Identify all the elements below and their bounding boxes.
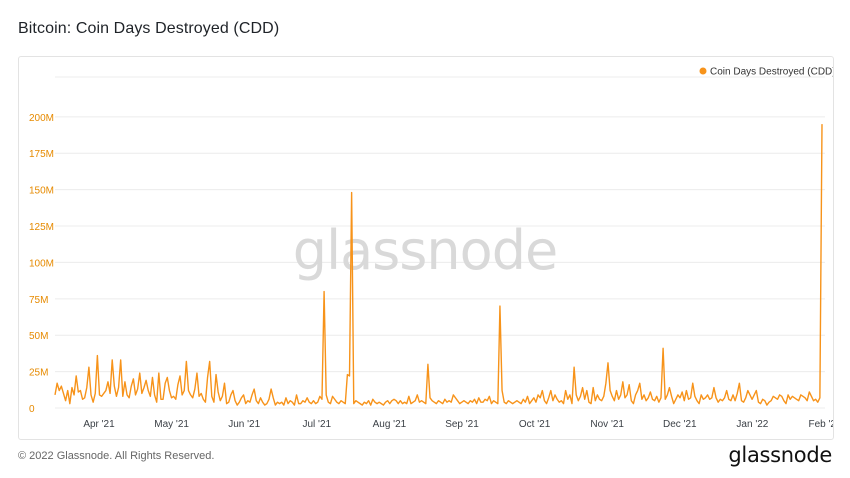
y-axis: 0 25M 50M 75M 100M 125M 150M 175M 200M	[29, 113, 54, 415]
watermark-text: glassnode	[293, 219, 557, 282]
x-tick-label: Jul '21	[303, 419, 332, 430]
chart-container: glassnode 0 25M 50M 75M 100M 125M 150M 175M 200M…	[18, 56, 834, 440]
y-tick-label: 50M	[29, 331, 48, 342]
x-axis: Apr '21 May '21 Jun '21 Jul '21 Aug '21 Sep '…	[83, 419, 833, 430]
y-tick-label: 200M	[29, 113, 54, 124]
y-tick-label: 125M	[29, 222, 54, 233]
grid-lines	[55, 76, 825, 409]
x-tick-label: Dec '21	[663, 419, 697, 430]
y-tick-label: 75M	[29, 295, 48, 306]
x-tick-label: Nov '21	[590, 419, 624, 430]
legend-label: Coin Days Destroyed (CDD)	[710, 67, 833, 78]
cdd-line-chart: glassnode 0 25M 50M 75M 100M 125M 150M 175M 200M…	[29, 67, 834, 431]
y-tick-label: 150M	[29, 186, 54, 197]
x-tick-label: Feb '22	[808, 419, 833, 430]
y-tick-label: 25M	[29, 368, 48, 379]
x-tick-label: Aug '21	[373, 419, 407, 430]
x-tick-label: Sep '21	[445, 419, 479, 430]
brand-logo[interactable]: glassnode	[728, 443, 832, 467]
series-layer	[54, 124, 823, 406]
cdd-series-line	[54, 124, 823, 406]
legend[interactable]: Coin Days Destroyed (CDD)	[699, 67, 834, 78]
x-tick-label: Oct '21	[519, 419, 551, 430]
y-tick-label: 100M	[29, 258, 54, 269]
x-tick-label: Jun '21	[228, 419, 260, 430]
legend-marker-icon	[699, 67, 707, 75]
x-tick-label: Apr '21	[83, 419, 115, 430]
y-tick-label: 0	[29, 404, 35, 415]
y-tick-label: 175M	[29, 149, 54, 160]
x-tick-label: Jan '22	[736, 419, 768, 430]
copyright-text: © 2022 Glassnode. All Rights Reserved.	[18, 450, 215, 462]
x-tick-label: May '21	[154, 419, 189, 430]
page-title: Bitcoin: Coin Days Destroyed (CDD)	[18, 20, 280, 37]
